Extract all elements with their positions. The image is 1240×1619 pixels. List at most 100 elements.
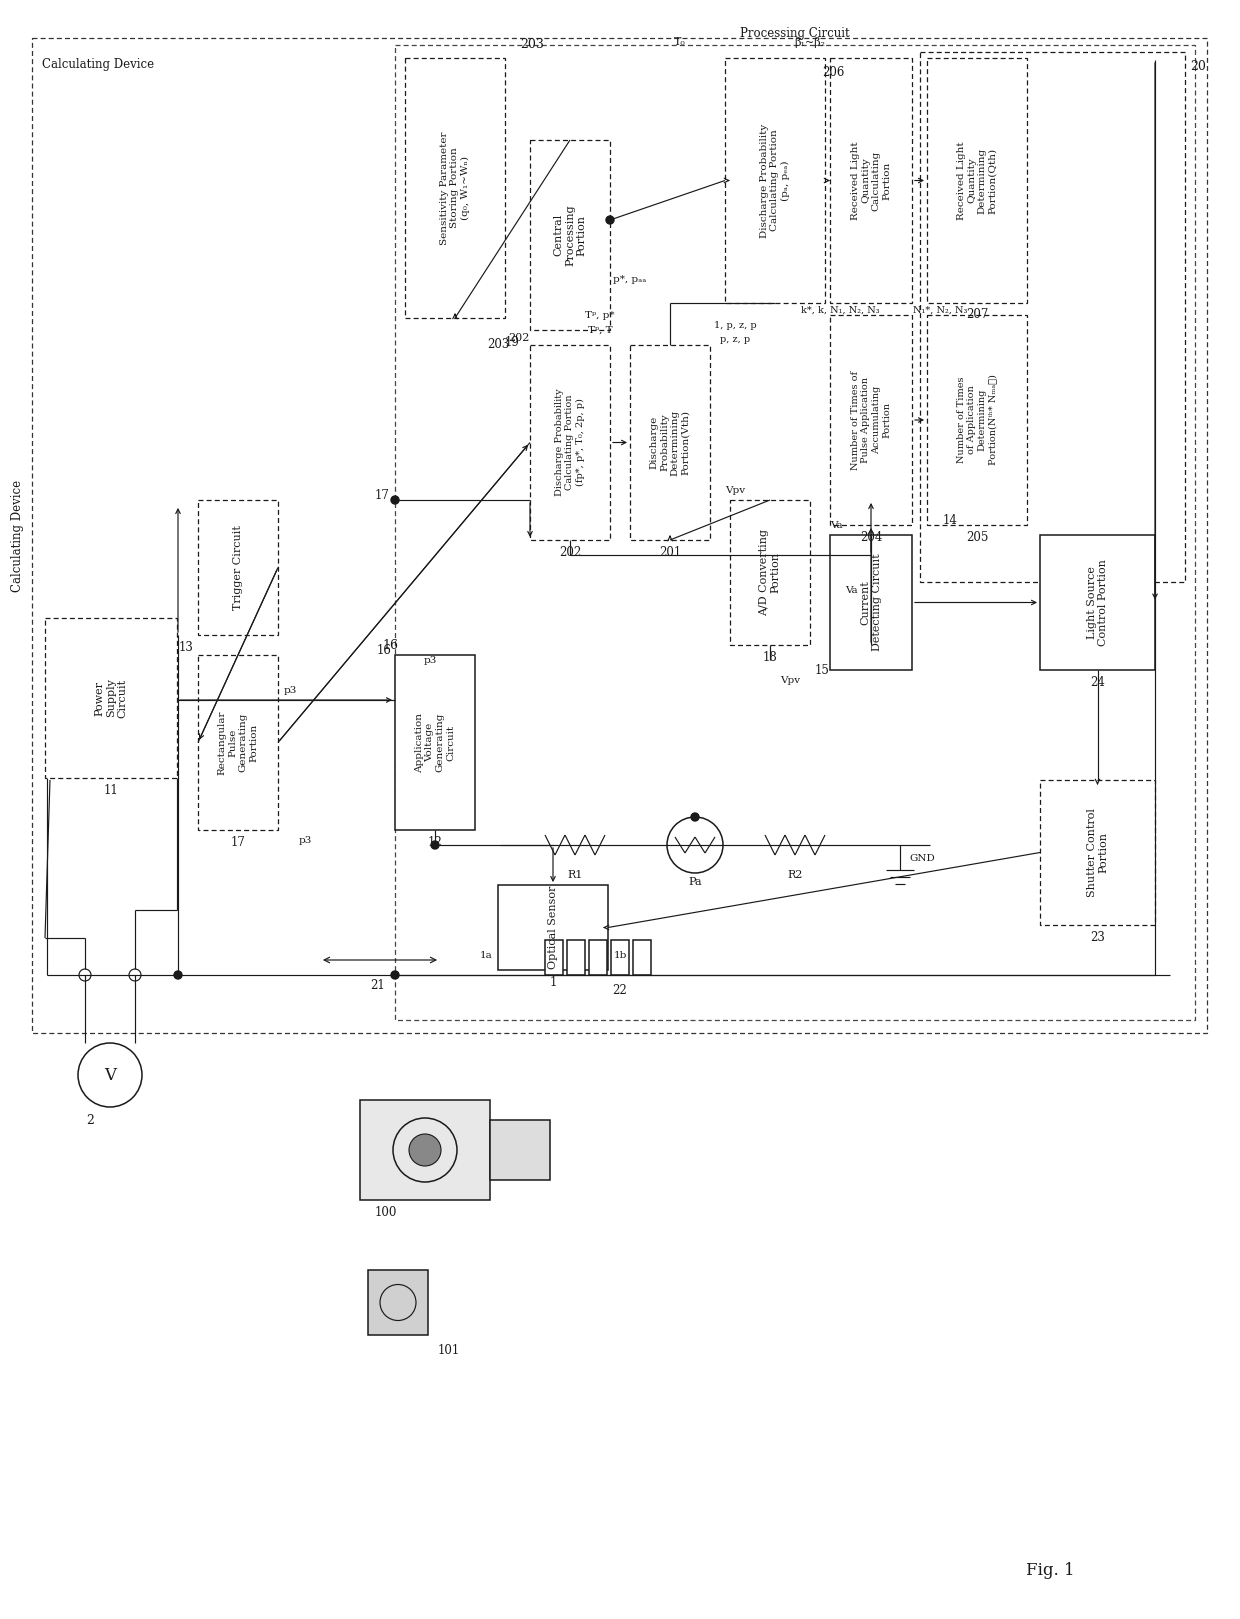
Text: 203: 203 [487,338,510,351]
Text: Current
Detecting Circuit: Current Detecting Circuit [861,554,882,651]
Circle shape [391,971,399,979]
Text: Central
Processing
Portion: Central Processing Portion [553,204,587,266]
Text: Va: Va [830,520,842,529]
Bar [529,139,610,330]
Text: GND: GND [909,853,935,863]
Text: Number of Times
of Application
Determining
Portion(Nᵗʰ* NₘₐⲜ): Number of Times of Application Determini… [957,374,997,465]
Bar [405,58,505,317]
Text: 19: 19 [505,335,520,348]
Text: Trigger Circuit: Trigger Circuit [233,525,243,610]
Text: 1, p, z, p: 1, p, z, p [714,321,756,330]
Text: Tᵖ, T: Tᵖ, T [588,325,613,335]
Text: 1: 1 [549,976,557,989]
Text: V: V [104,1067,117,1083]
Text: p, z, p: p, z, p [720,335,750,345]
Text: Application
Voltage
Generating
Circuit: Application Voltage Generating Circuit [415,712,455,772]
Text: 100: 100 [374,1206,397,1219]
Text: 21: 21 [371,978,386,991]
Circle shape [432,840,439,848]
Text: Discharge Probability
Calculating Portion
(pₐ, pₑₐ): Discharge Probability Calculating Portio… [760,123,790,238]
Text: 20: 20 [1190,60,1205,73]
Text: 205: 205 [966,531,988,544]
Bar [198,656,278,831]
Text: Va: Va [844,586,857,594]
Text: 203: 203 [520,39,544,52]
Text: 24: 24 [1090,675,1105,688]
Text: 14: 14 [942,513,957,526]
Bar [830,316,911,525]
Bar [396,656,475,831]
Text: k*, k, N₁, N₂, N₃: k*, k, N₁, N₂, N₃ [801,306,879,314]
Text: Optical Sensor: Optical Sensor [548,886,558,970]
Bar [920,52,1185,581]
Bar [1040,534,1154,670]
Text: 202: 202 [559,546,582,559]
Text: β₁~β₂: β₁~β₂ [795,37,826,47]
Text: p3: p3 [423,656,436,664]
Bar [1040,780,1154,924]
Text: T₀: T₀ [675,37,686,47]
Text: Received Light
Quantity
Calculating
Portion: Received Light Quantity Calculating Port… [851,141,892,220]
Text: R1: R1 [568,869,583,881]
Text: Discharge
Probability
Determining
Portion(Vth): Discharge Probability Determining Portio… [650,410,691,476]
Bar [725,58,825,303]
Bar [632,941,651,975]
Bar [611,941,629,975]
Text: 23: 23 [1090,931,1105,944]
Bar [928,316,1027,525]
Bar [830,534,911,670]
Text: 201: 201 [658,546,681,559]
Text: 16: 16 [382,638,398,651]
Bar [567,941,585,975]
Bar [45,618,177,779]
Text: 202: 202 [508,334,529,343]
Bar [198,500,278,635]
Bar [360,1099,490,1200]
Text: 11: 11 [104,784,118,797]
Text: 204: 204 [859,531,882,544]
Bar [368,1269,428,1336]
Text: 13: 13 [179,641,193,654]
Text: 101: 101 [438,1344,460,1357]
Text: Rectangular
Pulse
Generating
Portion: Rectangular Pulse Generating Portion [218,711,258,776]
Text: 16: 16 [377,643,392,656]
Circle shape [174,971,182,979]
Text: R2: R2 [787,869,802,881]
Bar [830,58,911,303]
Text: Fig. 1: Fig. 1 [1025,1561,1074,1579]
Text: Pa: Pa [688,877,702,887]
Text: Tᵖ, p*: Tᵖ, p* [585,311,615,319]
Text: A/D Converting
Portion: A/D Converting Portion [759,529,781,615]
Text: 1a: 1a [480,950,492,960]
Text: 206: 206 [822,66,844,79]
Text: 2: 2 [86,1114,94,1127]
Bar [396,45,1195,1020]
Text: 1b: 1b [614,950,626,960]
Text: Calculating Device: Calculating Device [11,479,25,591]
Text: p*, pₐₐ: p*, pₐₐ [614,275,647,285]
Circle shape [606,215,614,223]
Bar [928,58,1027,303]
Circle shape [409,1133,441,1166]
Circle shape [691,813,699,821]
Text: Power
Supply
Circuit: Power Supply Circuit [94,678,128,717]
Bar [730,500,810,644]
Text: 18: 18 [763,651,777,664]
Text: Received Light
Quantity
Determining
Portion(Qth): Received Light Quantity Determining Port… [957,141,997,220]
Text: Number of Times of
Pulse Application
Accumulating
Portion: Number of Times of Pulse Application Acc… [851,371,892,470]
Text: Vpv: Vpv [725,486,745,494]
Text: 17: 17 [231,835,246,848]
Text: Discharge Probability
Calculating Portion
(fp*, p*, T₀, 2p, p): Discharge Probability Calculating Portio… [556,389,585,497]
Bar [490,1120,551,1180]
Text: p3: p3 [283,685,296,695]
Text: Light Source
Control Portion: Light Source Control Portion [1086,559,1109,646]
Text: Shutter Control
Portion: Shutter Control Portion [1086,808,1109,897]
Bar [546,941,563,975]
Bar [32,37,1207,1033]
Text: Vpv: Vpv [780,675,800,685]
Bar [630,345,711,541]
Bar [589,941,608,975]
Text: Processing Circuit: Processing Circuit [740,26,849,39]
Text: p3: p3 [299,835,311,845]
Text: 22: 22 [613,983,627,997]
